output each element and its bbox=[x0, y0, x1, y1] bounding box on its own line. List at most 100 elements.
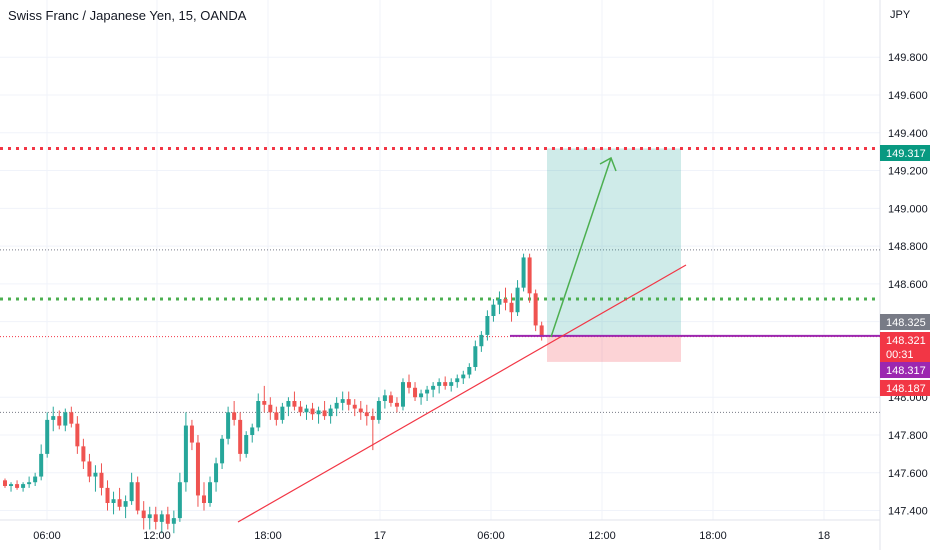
price-tick-label: 147.600 bbox=[888, 468, 928, 480]
price-badge-label: 148.325 bbox=[886, 317, 926, 329]
candle-body bbox=[352, 404, 357, 409]
time-tick-label: 18:00 bbox=[254, 530, 282, 542]
candle-body bbox=[533, 293, 538, 326]
candle-body bbox=[473, 346, 478, 367]
candle-body bbox=[322, 410, 327, 417]
candle-body bbox=[328, 408, 333, 417]
candle-body bbox=[382, 395, 387, 401]
price-tick-label: 149.400 bbox=[888, 128, 928, 140]
candle-body bbox=[93, 472, 98, 477]
price-badge bbox=[880, 362, 930, 378]
candle-body bbox=[183, 425, 188, 483]
candle-body bbox=[479, 334, 484, 347]
candle-body bbox=[220, 438, 225, 464]
candle-body bbox=[461, 374, 466, 379]
profit-zone bbox=[547, 148, 681, 336]
candle-body bbox=[485, 316, 490, 335]
candle-body bbox=[527, 257, 532, 294]
candle-body bbox=[15, 484, 20, 488]
currency-label: JPY bbox=[890, 9, 911, 21]
candle-body bbox=[437, 382, 442, 386]
candle-body bbox=[419, 393, 424, 398]
candle-body bbox=[39, 453, 44, 477]
candle-body bbox=[268, 404, 273, 413]
price-badge bbox=[880, 380, 930, 396]
candle-body bbox=[497, 299, 502, 305]
candle-body bbox=[153, 514, 158, 522]
projection-arrowhead bbox=[599, 156, 617, 172]
chart-title: Swiss Franc / Japanese Yen, 15, OANDA bbox=[8, 8, 247, 23]
candle-body bbox=[69, 412, 74, 424]
candle-body bbox=[63, 412, 68, 426]
candle-body bbox=[123, 501, 128, 507]
candle-body bbox=[238, 419, 243, 454]
candle-body bbox=[509, 302, 514, 313]
price-badge-label: 149.317 bbox=[886, 148, 926, 160]
candle-body bbox=[286, 401, 291, 407]
price-tick-label: 149.600 bbox=[888, 90, 928, 102]
candle-body bbox=[201, 495, 206, 503]
candle-body bbox=[232, 412, 237, 420]
candle-body bbox=[147, 514, 152, 519]
candle-body bbox=[340, 399, 345, 403]
candle-body bbox=[280, 406, 285, 420]
candle-body bbox=[388, 395, 393, 403]
candle-body bbox=[370, 416, 375, 420]
candle-body bbox=[394, 402, 399, 407]
price-badge bbox=[880, 145, 930, 161]
time-tick-label: 06:00 bbox=[477, 530, 505, 542]
time-tick-label: 17 bbox=[374, 530, 386, 542]
candle-body bbox=[214, 463, 219, 483]
candle-body bbox=[292, 401, 297, 407]
price-tick-label: 149.000 bbox=[888, 203, 928, 215]
candle-body bbox=[51, 416, 56, 420]
candle-body bbox=[407, 382, 412, 388]
price-badge bbox=[880, 314, 930, 330]
candle-body bbox=[117, 499, 122, 507]
candle-body bbox=[141, 510, 146, 519]
candle-body bbox=[111, 499, 116, 503]
candle-body bbox=[467, 367, 472, 375]
candle-body bbox=[177, 482, 182, 519]
candle-body bbox=[316, 410, 321, 415]
time-tick-label: 18:00 bbox=[699, 530, 727, 542]
candle-body bbox=[129, 482, 134, 502]
time-tick-label: 06:00 bbox=[33, 530, 61, 542]
candle-body bbox=[425, 389, 430, 394]
candle-body bbox=[491, 304, 496, 316]
candle-body bbox=[310, 408, 315, 415]
candle-body bbox=[262, 401, 267, 405]
candle-body bbox=[515, 287, 520, 313]
candle-body bbox=[298, 406, 303, 413]
price-badge-label: 148.317 bbox=[886, 365, 926, 377]
candle-body bbox=[195, 442, 200, 496]
candle-body bbox=[81, 446, 86, 462]
candle-body bbox=[244, 435, 249, 454]
candle-body bbox=[165, 514, 170, 524]
candle-body bbox=[171, 518, 176, 524]
candle-body bbox=[443, 382, 448, 386]
time-tick-label: 12:00 bbox=[588, 530, 616, 542]
price-badge-label: 148.321 bbox=[886, 335, 926, 347]
price-tick-label: 148.800 bbox=[888, 241, 928, 253]
candle-body bbox=[304, 408, 309, 413]
candle-body bbox=[274, 412, 279, 420]
candle-body bbox=[3, 480, 7, 486]
candle-body bbox=[413, 387, 418, 398]
candle-body bbox=[57, 416, 62, 426]
candle-body bbox=[364, 412, 369, 417]
candle-body bbox=[135, 482, 140, 511]
candle-body bbox=[503, 299, 508, 303]
candle-body bbox=[334, 402, 339, 409]
candle-body bbox=[159, 514, 164, 522]
candle-body bbox=[33, 476, 38, 483]
price-tick-label: 148.600 bbox=[888, 279, 928, 291]
candle-body bbox=[256, 401, 261, 428]
price-badge bbox=[880, 346, 930, 362]
price-badge-label: 148.187 bbox=[886, 383, 926, 395]
candle-body bbox=[250, 427, 255, 435]
candle-body bbox=[75, 423, 80, 447]
loss-zone bbox=[547, 335, 681, 362]
time-tick-label: 18 bbox=[818, 530, 830, 542]
